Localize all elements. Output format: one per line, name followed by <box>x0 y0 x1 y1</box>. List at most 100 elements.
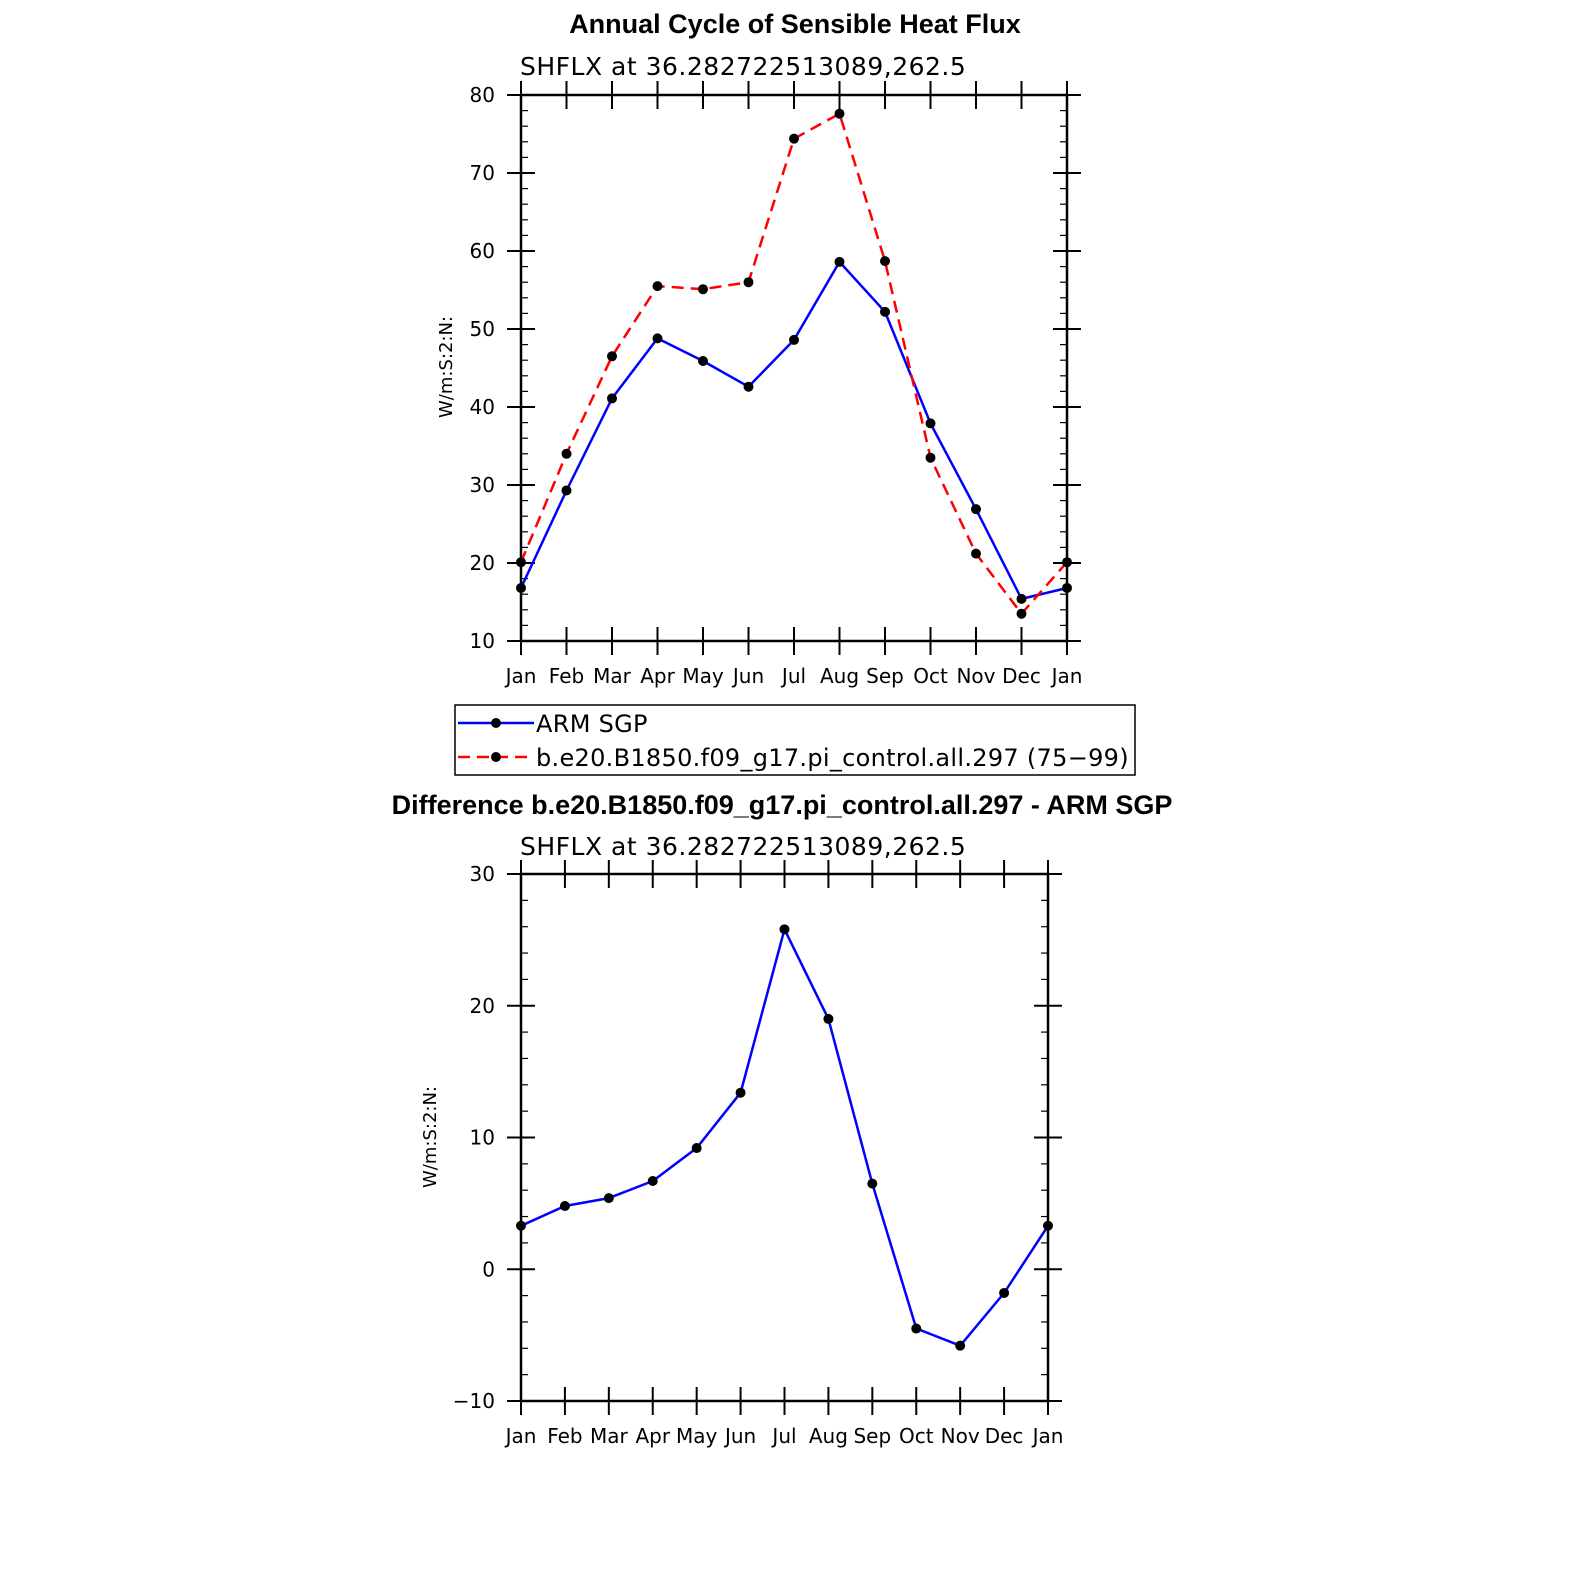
series-line <box>520 928 1050 1347</box>
data-point <box>1062 557 1072 568</box>
data-point <box>743 381 754 392</box>
data-point <box>516 557 526 568</box>
x-tick-label: Jan <box>504 664 537 688</box>
data-point <box>999 1287 1010 1298</box>
data-point <box>735 1087 746 1098</box>
series-line <box>519 112 1068 615</box>
x-tick-label: Jun <box>723 1424 756 1448</box>
x-tick-label: Feb <box>549 664 584 688</box>
data-point <box>823 1013 834 1024</box>
plot-frame <box>519 93 1069 643</box>
data-point <box>691 1143 702 1154</box>
data-point <box>698 355 708 366</box>
x-tick-label: Mar <box>593 664 632 688</box>
y-tick-label: 10 <box>470 1126 495 1150</box>
y-axis-label: W/m:S:2:N: <box>436 316 457 418</box>
data-point <box>603 1193 614 1204</box>
x-tick-label: Jan <box>504 1424 537 1448</box>
y-tick-label: 80 <box>470 83 495 107</box>
data-point <box>789 133 799 144</box>
data-point <box>698 284 708 295</box>
x-tick-label: Nov <box>941 1424 980 1448</box>
y-ticks: −10 0 10 20 30 <box>453 862 1062 1413</box>
x-tick-label: Aug <box>809 1424 848 1448</box>
legend-box <box>454 704 1136 776</box>
data-point <box>880 306 890 317</box>
data-point <box>559 1201 570 1212</box>
plot-frame <box>519 872 1050 1403</box>
x-tick-label: Dec <box>1002 664 1041 688</box>
data-point <box>834 256 845 267</box>
data-point <box>955 1340 966 1351</box>
data-point <box>607 351 617 362</box>
data-point <box>743 277 754 288</box>
data-point <box>516 582 526 593</box>
x-ticks: Jan Feb Mar Apr May Jun Jul Aug Sep Oct Nov Dec Jan <box>504 860 1064 1448</box>
annual-cycle-chart: Annual Cycle of Sensible Heat Flux SHFLX… <box>436 9 1082 688</box>
x-tick-label: Oct <box>899 1424 934 1448</box>
y-tick-label: 30 <box>470 473 495 497</box>
x-tick-label: Jun <box>731 664 764 688</box>
data-point <box>647 1175 658 1186</box>
legend: ARM SGP b.e20.B1850.f09_g17.pi_control.a… <box>454 704 1136 776</box>
chart-subtitle: SHFLX at 36.282722513089,262.5 <box>520 52 966 81</box>
data-point <box>925 452 936 463</box>
y-tick-label: 30 <box>470 862 495 886</box>
x-tick-label: Mar <box>590 1424 629 1448</box>
data-point <box>789 334 799 345</box>
data-point <box>834 108 845 119</box>
data-point <box>779 924 790 935</box>
x-tick-label: Feb <box>547 1424 582 1448</box>
x-tick-label: Apr <box>635 1424 670 1448</box>
y-tick-label: 40 <box>470 395 495 419</box>
x-tick-label: May <box>676 1424 718 1448</box>
data-point <box>561 448 572 459</box>
x-tick-label: Jan <box>1031 1424 1064 1448</box>
data-point <box>1043 1220 1053 1231</box>
x-tick-label: Jan <box>1050 664 1083 688</box>
x-tick-label: Sep <box>853 1424 891 1448</box>
chart-subtitle: SHFLX at 36.282722513089,262.5 <box>520 832 966 861</box>
y-tick-label: 60 <box>470 239 495 263</box>
x-tick-label: Jul <box>770 1424 796 1448</box>
x-tick-label: May <box>682 664 724 688</box>
data-point <box>1016 608 1027 619</box>
data-point <box>1016 593 1027 604</box>
y-tick-label: 0 <box>482 1257 495 1281</box>
data-point <box>971 504 981 515</box>
y-ticks: 10 20 30 40 50 60 70 80 <box>470 83 1081 653</box>
data-point <box>652 333 663 344</box>
x-ticks: Jan Feb Mar Apr May Jun Jul Aug Sep Oct Nov Dec Jan <box>504 81 1083 688</box>
data-point <box>652 281 663 292</box>
x-tick-label: Apr <box>640 664 675 688</box>
x-tick-label: Aug <box>820 664 859 688</box>
data-point <box>911 1323 922 1334</box>
y-axis-label: W/m:S:2:N: <box>420 1086 441 1188</box>
data-point <box>607 393 617 404</box>
y-tick-label: 20 <box>470 994 495 1018</box>
legend-marker-obs <box>491 718 501 728</box>
chart-title: Difference b.e20.B1850.f09_g17.pi_contro… <box>392 790 1173 820</box>
data-point <box>516 1220 526 1231</box>
data-point <box>867 1178 878 1189</box>
legend-marker-model <box>491 752 501 762</box>
y-tick-label: 50 <box>470 317 495 341</box>
data-point <box>1062 582 1072 593</box>
y-tick-label: −10 <box>453 1389 495 1413</box>
x-tick-label: Dec <box>985 1424 1024 1448</box>
y-tick-label: 10 <box>470 629 495 653</box>
legend-label-model: b.e20.B1850.f09_g17.pi_control.all.297 (… <box>536 744 1129 772</box>
chart-title: Annual Cycle of Sensible Heat Flux <box>569 9 1021 39</box>
data-point <box>925 418 936 429</box>
y-tick-label: 70 <box>470 161 495 185</box>
y-tick-label: 20 <box>470 551 495 575</box>
x-tick-label: Jul <box>780 664 806 688</box>
data-point <box>880 256 890 267</box>
data-point <box>971 548 981 559</box>
series-group <box>516 924 1053 1351</box>
legend-label-obs: ARM SGP <box>536 710 648 738</box>
x-tick-label: Sep <box>866 664 904 688</box>
series-group <box>516 108 1072 619</box>
x-tick-label: Oct <box>913 664 948 688</box>
